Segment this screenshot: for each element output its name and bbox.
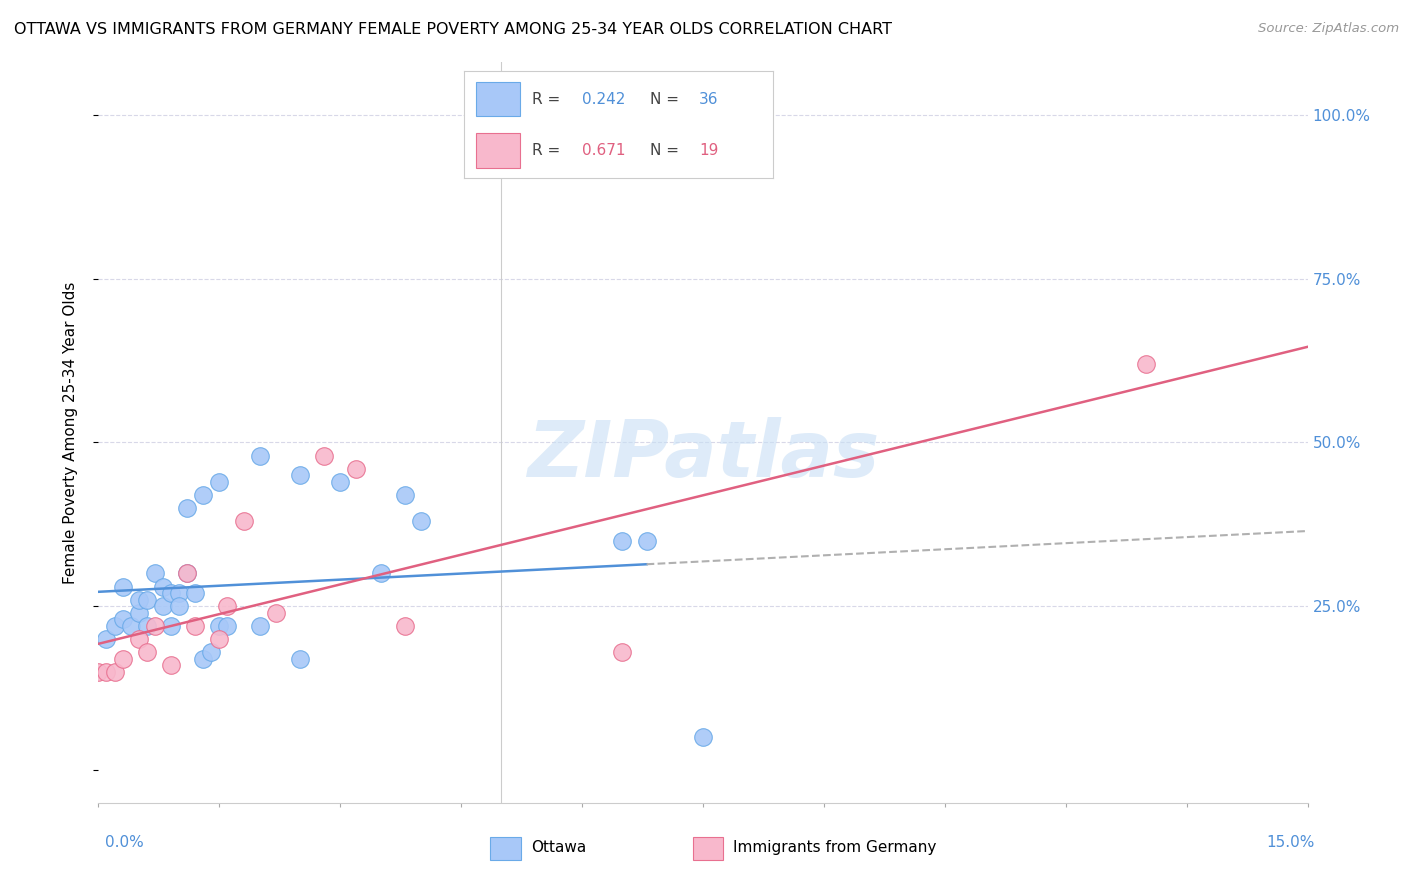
Point — [249, 449, 271, 463]
Point — [636, 533, 658, 548]
Text: N =: N = — [650, 92, 683, 107]
Point — [120, 619, 142, 633]
Point — [208, 475, 231, 489]
Point — [103, 619, 125, 633]
Text: Ottawa: Ottawa — [531, 840, 586, 855]
Point — [96, 632, 118, 646]
Point — [103, 665, 125, 679]
Point — [612, 645, 634, 659]
Bar — [693, 837, 723, 860]
Text: 19: 19 — [699, 143, 718, 158]
Point — [128, 632, 150, 646]
Point — [217, 619, 239, 633]
Text: R =: R = — [531, 143, 565, 158]
Point — [128, 592, 150, 607]
Point — [96, 665, 118, 679]
Text: N =: N = — [650, 143, 683, 158]
Point — [160, 658, 183, 673]
Text: 0.0%: 0.0% — [105, 836, 145, 850]
Text: 15.0%: 15.0% — [1267, 836, 1315, 850]
Point — [612, 533, 634, 548]
Point — [314, 449, 336, 463]
Text: 0.671: 0.671 — [582, 143, 626, 158]
Point — [370, 566, 392, 581]
Point — [135, 592, 157, 607]
Point — [143, 619, 166, 633]
Bar — [477, 82, 520, 116]
Point — [176, 500, 198, 515]
Text: OTTAWA VS IMMIGRANTS FROM GERMANY FEMALE POVERTY AMONG 25-34 YEAR OLDS CORRELATI: OTTAWA VS IMMIGRANTS FROM GERMANY FEMALE… — [14, 22, 891, 37]
Point — [135, 645, 157, 659]
Point — [409, 514, 432, 528]
Point — [184, 586, 207, 600]
Point — [193, 488, 215, 502]
Point — [208, 632, 231, 646]
Point — [344, 461, 367, 475]
Text: 0.242: 0.242 — [582, 92, 624, 107]
Point — [1135, 357, 1157, 371]
Point — [176, 566, 198, 581]
Point — [160, 619, 183, 633]
Point — [87, 665, 110, 679]
Point — [264, 606, 287, 620]
Point — [200, 645, 222, 659]
Point — [692, 731, 714, 745]
Text: Immigrants from Germany: Immigrants from Germany — [734, 840, 936, 855]
Point — [288, 651, 311, 665]
Point — [232, 514, 254, 528]
Y-axis label: Female Poverty Among 25-34 Year Olds: Female Poverty Among 25-34 Year Olds — [63, 282, 77, 583]
Point — [184, 619, 207, 633]
Point — [217, 599, 239, 614]
Point — [111, 651, 134, 665]
Point — [394, 619, 416, 633]
Bar — [491, 837, 520, 860]
Point — [152, 599, 174, 614]
Text: Source: ZipAtlas.com: Source: ZipAtlas.com — [1258, 22, 1399, 36]
Point — [111, 612, 134, 626]
Bar — [477, 134, 520, 168]
Point — [128, 606, 150, 620]
Point — [329, 475, 352, 489]
Point — [152, 580, 174, 594]
Point — [193, 651, 215, 665]
Point — [208, 619, 231, 633]
Point — [249, 619, 271, 633]
Text: ZIPatlas: ZIPatlas — [527, 417, 879, 493]
Text: 36: 36 — [699, 92, 718, 107]
Point — [143, 566, 166, 581]
Point — [111, 580, 134, 594]
Point — [167, 586, 190, 600]
Point — [288, 468, 311, 483]
Point — [394, 488, 416, 502]
Point — [167, 599, 190, 614]
Point — [135, 619, 157, 633]
Point — [176, 566, 198, 581]
Text: R =: R = — [531, 92, 565, 107]
Point — [160, 586, 183, 600]
